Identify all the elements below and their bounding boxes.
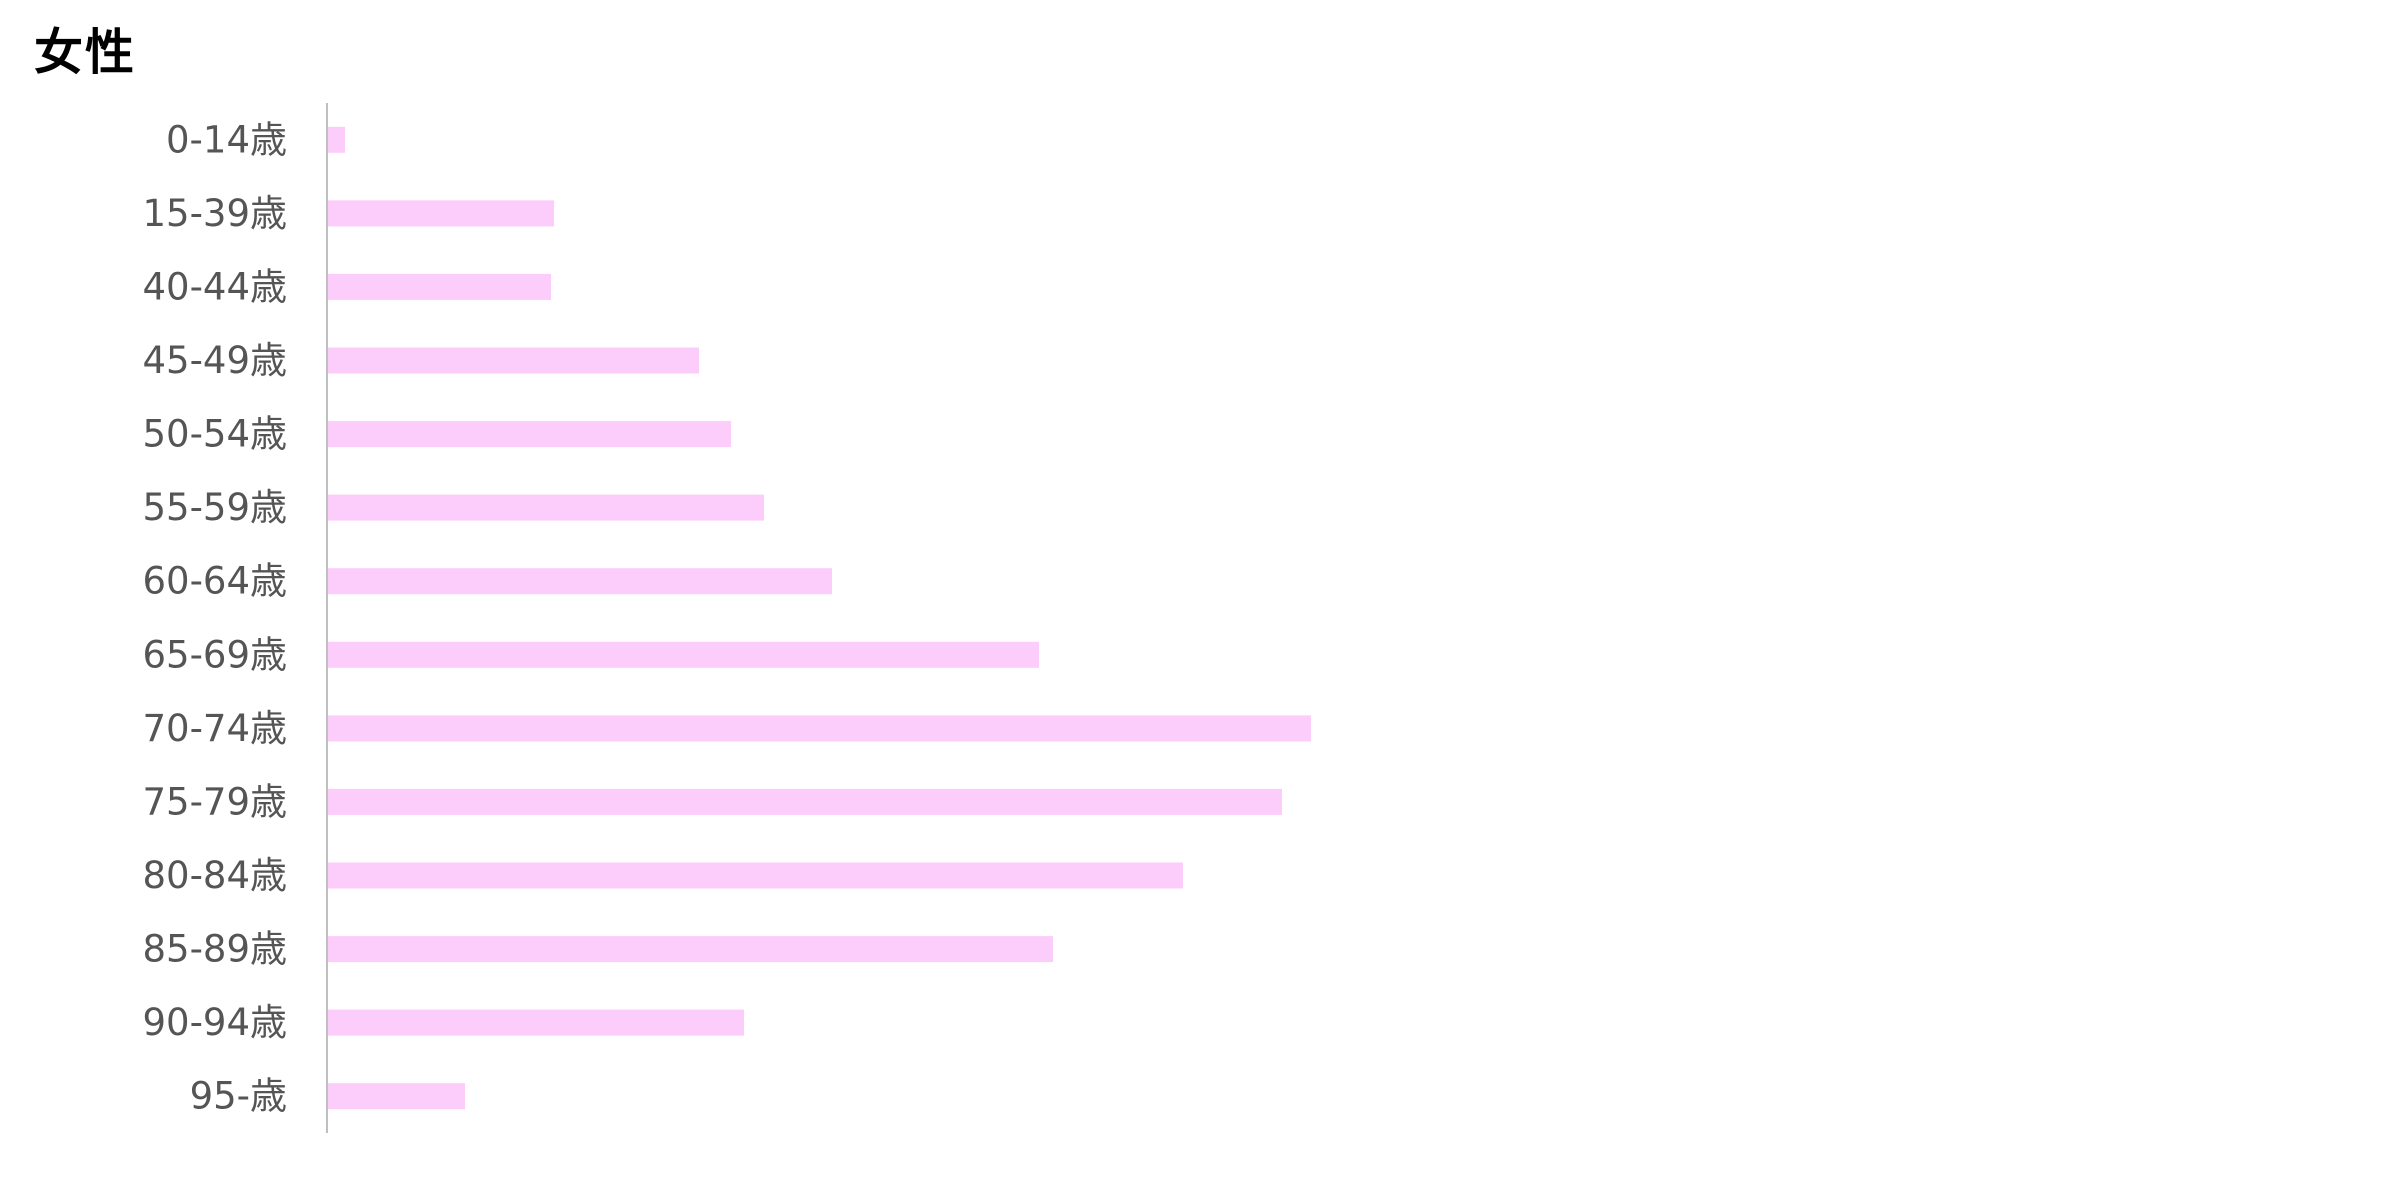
category-label-11: 85-89歳 [142, 928, 287, 971]
category-label-0: 0-14歳 [166, 118, 287, 161]
category-label-2: 40-44歳 [142, 265, 287, 308]
bar-12 [328, 1009, 744, 1036]
bar-2 [328, 273, 551, 300]
bar-11 [328, 936, 1053, 963]
category-label-9: 75-79歳 [142, 780, 287, 823]
chart-title: 女性 [34, 24, 137, 81]
bar-3 [328, 347, 699, 374]
category-label-12: 90-94歳 [142, 1001, 287, 1044]
bar-13 [328, 1083, 465, 1110]
category-label-6: 60-64歳 [142, 560, 287, 603]
bar-1 [328, 200, 554, 227]
category-label-8: 70-74歳 [142, 707, 287, 750]
category-label-5: 55-59歳 [142, 486, 287, 529]
bar-6 [328, 568, 832, 595]
bar-4 [328, 421, 731, 448]
category-label-1: 15-39歳 [142, 192, 287, 235]
category-label-3: 45-49歳 [142, 339, 287, 382]
bar-9 [328, 788, 1282, 815]
bar-10 [328, 862, 1183, 889]
bar-7 [328, 641, 1039, 668]
category-label-7: 65-69歳 [142, 633, 287, 676]
bar-8 [328, 715, 1311, 742]
category-label-13: 95-歳 [190, 1075, 287, 1118]
category-label-10: 80-84歳 [142, 854, 287, 897]
category-label-4: 50-54歳 [142, 413, 287, 456]
bar-5 [328, 494, 764, 521]
bar-0 [328, 126, 345, 153]
